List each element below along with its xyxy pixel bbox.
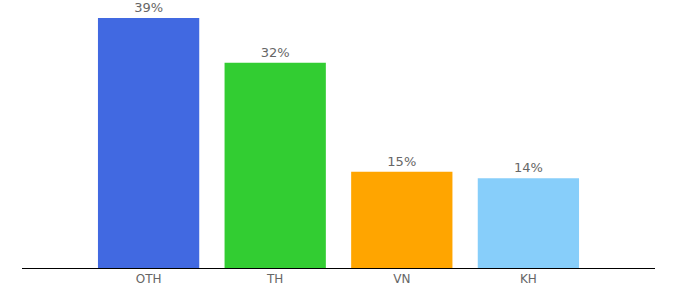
svg-text:15%: 15%: [387, 154, 416, 169]
svg-text:VN: VN: [393, 272, 410, 286]
svg-text:39%: 39%: [134, 0, 163, 15]
svg-text:TH: TH: [266, 272, 283, 286]
svg-text:KH: KH: [520, 272, 537, 286]
svg-text:32%: 32%: [261, 45, 290, 60]
svg-text:14%: 14%: [514, 160, 543, 175]
svg-text:OTH: OTH: [136, 272, 162, 286]
